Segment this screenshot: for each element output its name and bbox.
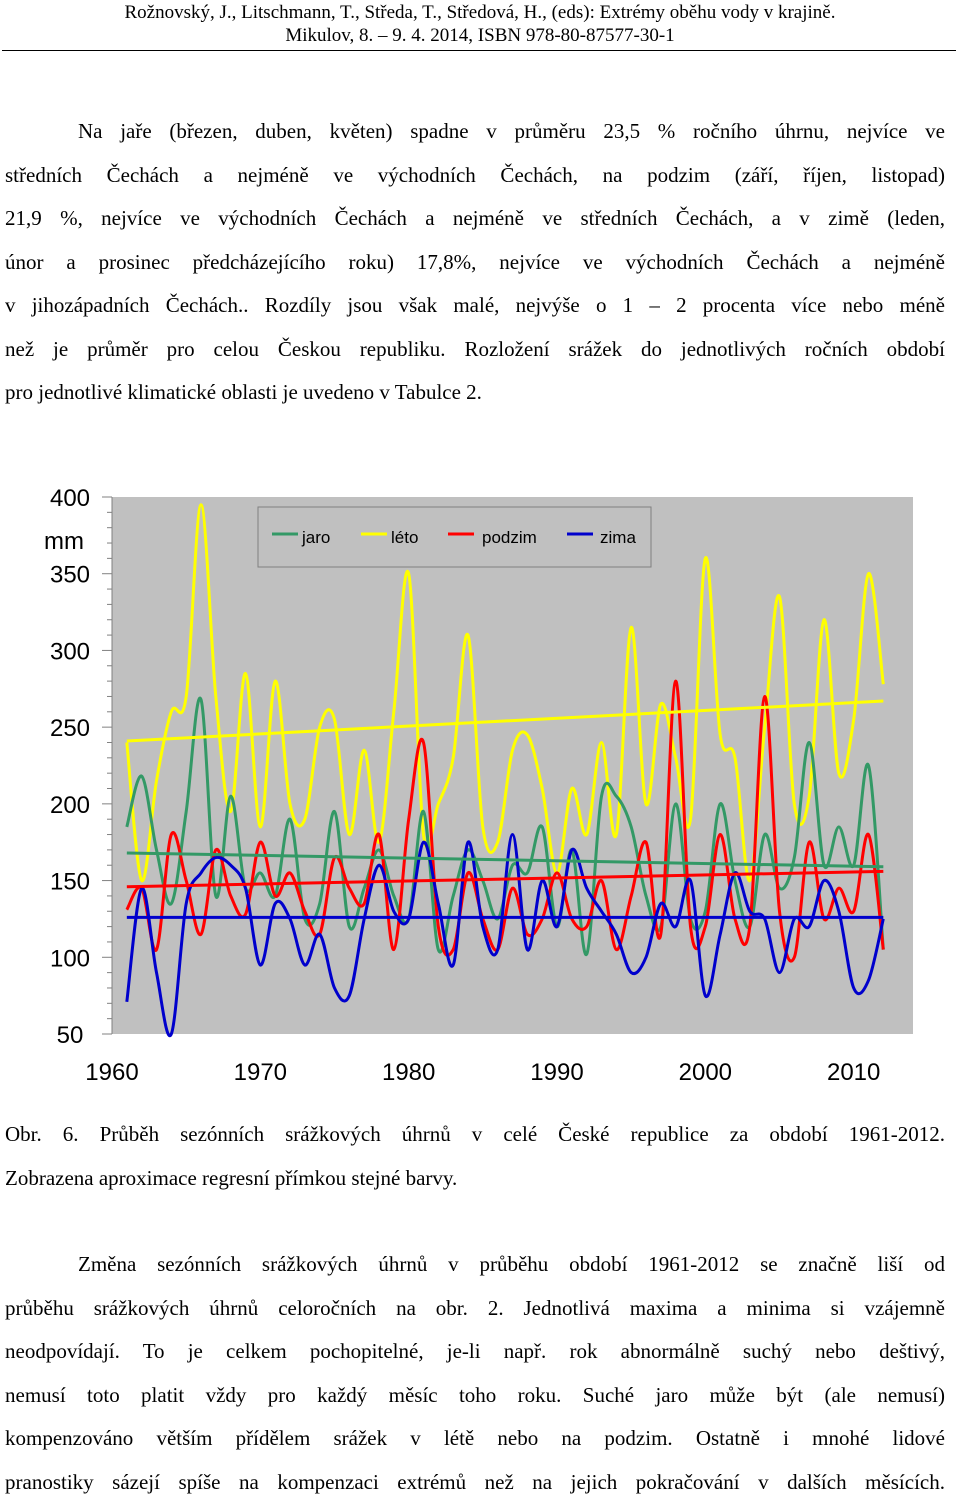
y-axis-unit-label: mm (44, 528, 84, 555)
x-tick-label: 1990 (530, 1059, 583, 1086)
paragraph-line: únor a prosinec předcházejícího roku) 17… (5, 241, 945, 285)
paragraph-line: kompenzováno větším přídělem srážek v lé… (5, 1417, 945, 1461)
x-tick-label: 1980 (382, 1059, 435, 1086)
paragraph-line: Na jaře (březen, duben, květen) spadne v… (5, 110, 945, 154)
paragraph-seasonal-shares: Na jaře (březen, duben, květen) spadne v… (5, 110, 945, 415)
paragraph-line: středních Čechách a nejméně ve východníc… (5, 154, 945, 198)
y-tick-label: 50 (57, 1022, 84, 1049)
running-header: Rožnovský, J., Litschmann, T., Středa, T… (0, 0, 960, 47)
y-tick-label: 150 (50, 869, 90, 896)
header-rule (2, 50, 956, 51)
caption-line: Obr. 6. Průběh sezónních srážkových úhrn… (5, 1113, 945, 1157)
y-axis: 50 100 150 200 250 300 350 400 mm (44, 485, 112, 1049)
x-tick-label: 1960 (85, 1059, 138, 1086)
x-tick-label: 2000 (679, 1059, 732, 1086)
figure-caption: Obr. 6. Průběh sezónních srážkových úhrn… (5, 1113, 945, 1200)
paragraph-seasonal-change: Změna sezónních srážkových úhrnů v průbě… (5, 1243, 945, 1504)
legend: jaro léto podzim zima (258, 507, 651, 567)
y-tick-label: 100 (50, 945, 90, 972)
y-tick-label: 300 (50, 638, 90, 665)
legend-label: podzim (482, 528, 537, 547)
y-tick-label: 400 (50, 485, 90, 512)
paragraph-line: neodpovídají. To je celkem pochopitelné,… (5, 1330, 945, 1374)
x-tick-label: 1970 (234, 1059, 287, 1086)
paragraph-line: průběhu srážkových úhrnů celoročních na … (5, 1287, 945, 1331)
paragraph-line: v jihozápadních Čechách.. Rozdíly jsou v… (5, 284, 945, 328)
y-tick-label: 350 (50, 562, 90, 589)
legend-label: jaro (301, 528, 330, 547)
y-tick-label: 200 (50, 792, 90, 819)
plot-area (112, 497, 913, 1034)
header-citation-line-2: Mikulov, 8. – 9. 4. 2014, ISBN 978-80-87… (0, 24, 960, 47)
legend-label: zima (600, 528, 636, 547)
paragraph-line: pranostiky sázejí spíše na kompenzaci ex… (5, 1461, 945, 1504)
paragraph-line: Změna sezónních srážkových úhrnů v průbě… (5, 1243, 945, 1287)
caption-line: Zobrazena aproximace regresní přímkou st… (5, 1157, 945, 1201)
paragraph-line: pro jednotlivé klimatické oblasti je uve… (5, 371, 945, 415)
x-tick-label: 2010 (827, 1059, 880, 1086)
y-tick-label: 250 (50, 715, 90, 742)
paragraph-line: 21,9 %, nejvíce ve východních Čechách a … (5, 197, 945, 241)
paragraph-line: než je průměr pro celou Českou republiku… (5, 328, 945, 372)
header-citation-line-1: Rožnovský, J., Litschmann, T., Středa, T… (0, 1, 960, 24)
legend-label: léto (391, 528, 418, 547)
paragraph-line: nemusí toto platit vždy pro každý měsíc … (5, 1374, 945, 1418)
x-axis: 1960 1970 1980 1990 2000 2010 (85, 1059, 880, 1086)
